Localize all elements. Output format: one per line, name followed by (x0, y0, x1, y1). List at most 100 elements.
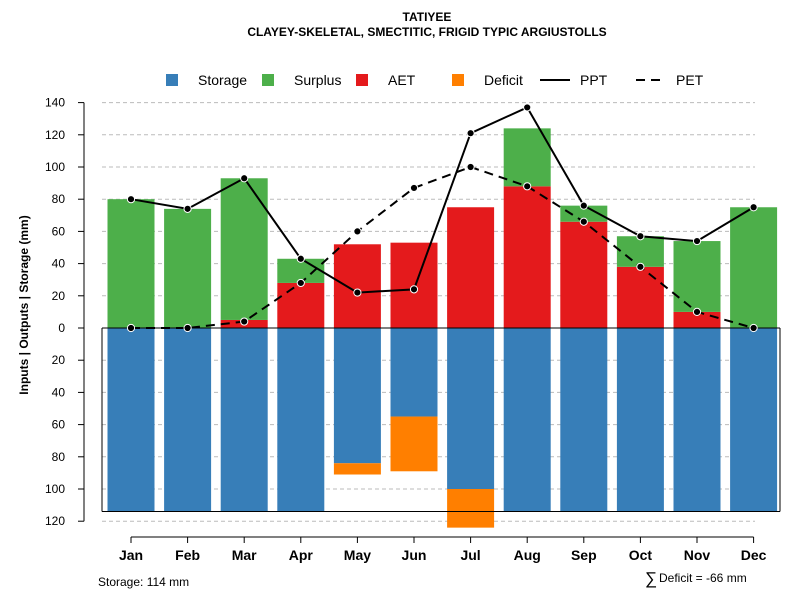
aet-bar (277, 282, 325, 328)
storage-bar (277, 328, 325, 512)
x-tick-label: Oct (629, 547, 653, 563)
x-tick-label: Jun (402, 547, 427, 563)
storage-bar (164, 328, 212, 512)
x-tick-label: Apr (289, 547, 314, 563)
x-tick-label: Mar (232, 547, 257, 563)
chart-title: TATIYEE (403, 10, 452, 24)
storage-bar (333, 328, 381, 464)
ppt-point (523, 103, 532, 112)
legend-label-ppt: PPT (580, 72, 608, 88)
aet-bar (333, 244, 381, 328)
legend-swatch-aet (356, 74, 368, 86)
y-tick-label: 80 (52, 192, 66, 206)
y-tick-label: 120 (45, 514, 65, 528)
ppt-point (692, 236, 702, 246)
y-tick-label: 100 (45, 482, 65, 496)
ppt-point (353, 288, 362, 297)
storage-bar (616, 328, 664, 512)
y-tick-label: 0 (58, 321, 65, 335)
pet-point (183, 323, 192, 333)
legend-label-aet: AET (388, 72, 416, 88)
x-tick-label: Jul (460, 547, 480, 563)
ppt-point (296, 254, 305, 263)
pet-line (131, 165, 754, 329)
x-tick-label: Jan (119, 547, 143, 563)
storage-bar (503, 328, 551, 512)
pet-point (353, 227, 362, 236)
aet-bar (503, 186, 551, 328)
legend-swatch-storage (166, 74, 178, 86)
ppt-point (126, 195, 136, 204)
pet-point (523, 182, 532, 191)
x-tick-label: Aug (514, 547, 541, 563)
pet-point (579, 217, 588, 226)
surplus-bar (220, 178, 268, 320)
storage-bar (673, 328, 721, 512)
x-tick-label: Feb (175, 547, 200, 563)
storage-annotation: Storage: 114 mm (98, 575, 189, 589)
legend-label-storage: Storage (198, 72, 247, 88)
surplus-bar (107, 199, 155, 328)
aet-bar (560, 221, 608, 328)
x-axis: Jan Feb Mar Apr May Jun Jul Aug Sep Oct Nov Dec (119, 536, 767, 563)
y-tick-label: 60 (52, 224, 66, 238)
y-tick-label: 40 (52, 385, 66, 399)
ppt-point (466, 129, 475, 138)
pet-point (692, 307, 702, 316)
pet-point (409, 183, 419, 193)
storage-bar (730, 328, 778, 512)
chart-subtitle: CLAYEY-SKELETAL, SMECTITIC, FRIGID TYPIC… (247, 25, 606, 39)
aet-bar (616, 266, 664, 328)
surplus-bar (503, 128, 551, 187)
x-tick-label: Nov (684, 547, 711, 563)
pet-point (636, 262, 645, 271)
deficit-sum-icon: ∑ (645, 569, 657, 588)
series-lines (126, 103, 758, 333)
ppt-line (130, 106, 755, 294)
y-axis: 140 120 100 80 60 40 20 0 20 40 60 80 100 120 (45, 96, 85, 528)
y-axis-label: Inputs | Outputs | Storage (mm) (17, 215, 31, 394)
deficit-bar (333, 463, 381, 475)
y-tick-label: 40 (52, 257, 66, 271)
deficit-bar (447, 489, 495, 528)
legend-label-deficit: Deficit (484, 72, 523, 88)
deficit-annotation: Deficit = -66 mm (659, 571, 747, 585)
y-tick-label: 20 (52, 353, 66, 367)
y-tick-label: 80 (52, 450, 66, 464)
pet-point (240, 317, 249, 326)
y-tick-label: 120 (45, 128, 65, 142)
storage-bar (107, 328, 155, 512)
ppt-point (636, 232, 645, 241)
legend-swatch-deficit (452, 74, 464, 86)
y-tick-label: 100 (45, 160, 65, 174)
storage-bar (220, 328, 268, 512)
storage-bar (560, 328, 608, 512)
x-tick-label: May (344, 547, 371, 563)
legend-swatch-surplus (262, 74, 274, 86)
pet-point (296, 278, 305, 288)
y-tick-label: 20 (52, 289, 66, 303)
pet-point (126, 323, 136, 333)
surplus-bar (164, 208, 212, 328)
pet-point (466, 162, 475, 172)
x-tick-label: Sep (571, 547, 597, 563)
legend-label-surplus: Surplus (294, 72, 341, 88)
ppt-point (579, 201, 588, 210)
storage-bar (447, 328, 495, 489)
aet-bar (673, 311, 721, 328)
ppt-point (240, 174, 249, 183)
y-tick-label: 140 (45, 96, 65, 110)
surplus-bar (616, 236, 664, 267)
legend-label-pet: PET (676, 72, 704, 88)
pet-point (749, 323, 758, 333)
x-tick-label: Dec (741, 547, 767, 563)
surplus-bar (730, 207, 778, 328)
y-tick-label: 60 (52, 418, 66, 432)
legend: Storage Surplus AET Deficit PPT PET (166, 72, 704, 88)
ppt-point (183, 204, 192, 213)
bars (101, 128, 781, 528)
ppt-point (749, 203, 758, 212)
deficit-bar (390, 416, 438, 472)
storage-bar (390, 328, 438, 417)
